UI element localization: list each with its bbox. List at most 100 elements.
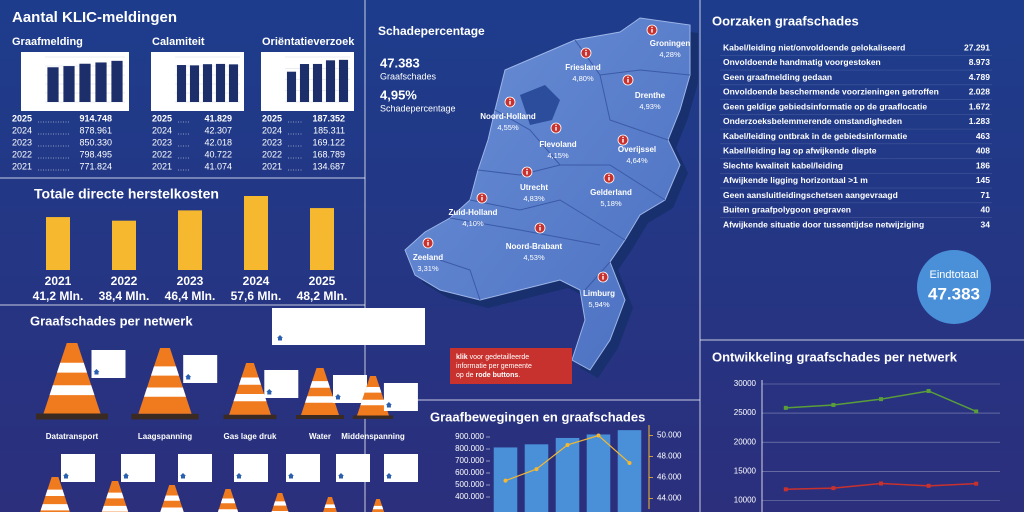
cone-stripe	[324, 504, 336, 509]
cone-stripe	[40, 504, 70, 511]
bar	[111, 60, 123, 102]
cause-value: 408	[976, 146, 990, 156]
y-tick-label: 20000	[162, 81, 174, 86]
total-value: 47.383	[928, 284, 980, 303]
count: x 12.869	[186, 357, 212, 364]
count: x 4.132	[267, 372, 289, 379]
cone-stripe	[45, 489, 65, 496]
chart-title: Graafbewegingen en graafschades	[430, 409, 645, 424]
bar	[524, 444, 549, 512]
map-water	[520, 85, 560, 125]
list-year: 2025	[152, 113, 172, 123]
cause-value: 40	[981, 205, 991, 215]
info-glyph	[651, 26, 653, 29]
cause-label: Geen aansluitleidingschetsen aangevraagd	[723, 190, 898, 200]
section-title: Aantal KLIC-meldingen	[12, 9, 177, 26]
cone-stripe	[106, 492, 124, 499]
connections: 41	[394, 402, 402, 409]
bar	[617, 430, 642, 512]
province-name: Gelderland	[590, 188, 632, 197]
house-icon	[266, 389, 273, 395]
x-tick-label: 2025	[112, 104, 123, 109]
connections: 4	[296, 473, 300, 480]
info-glyph	[585, 52, 587, 56]
province-name: Drenthe	[635, 91, 666, 100]
cone-base	[296, 415, 344, 419]
cost: € 870	[336, 385, 353, 392]
info-glyph	[509, 98, 511, 101]
info-glyph	[608, 174, 610, 177]
line-point	[503, 478, 508, 483]
y-tick-label: 50000	[162, 54, 174, 59]
cause-value: 145	[976, 175, 990, 185]
cause-value: 27.291	[964, 42, 990, 52]
list-value: 42.018	[204, 137, 232, 147]
cause-label: Onderzoeksbelemmerende omstandigheden	[723, 116, 902, 126]
cone	[43, 343, 101, 414]
line-point	[926, 483, 931, 488]
info-glyph	[627, 76, 629, 79]
x-tick-label: 2025	[338, 104, 349, 109]
cost: € 867	[267, 380, 284, 387]
note-segment: rode buttons	[475, 372, 518, 379]
list-year: 2022	[152, 149, 172, 159]
province-name: Groningen	[650, 39, 691, 48]
legend-label: gemiddelde directe herstelkosten	[288, 324, 399, 331]
value-label: 41,2 Mln.	[33, 289, 84, 303]
count: x 6	[339, 456, 348, 463]
line-point	[783, 405, 788, 410]
x-tick-label: 2023	[202, 104, 213, 109]
list-value: 41.829	[204, 113, 232, 123]
house-icon	[338, 473, 344, 479]
cause-label: Kabel/leiding lag op afwijkende diepte	[723, 146, 877, 156]
y-tick-label: 0	[41, 99, 44, 104]
x-tick-label: 2025	[309, 274, 336, 288]
list-value: 771.824	[79, 161, 112, 171]
y-tick-label: 30000	[162, 72, 174, 77]
x-tick-label: 2022	[111, 274, 138, 288]
bar	[176, 65, 187, 102]
cone-stripe	[273, 501, 287, 506]
cost: € 1.167	[124, 464, 146, 471]
cone-base	[223, 414, 277, 420]
cause-label: Afwijkende ligging horizontaal >1 m	[723, 175, 868, 185]
chart-title: Oriëntatieverzoek	[262, 36, 355, 48]
x-tick-label: 2024	[215, 104, 226, 109]
connections: 1	[394, 473, 398, 480]
cause-label: Geen graafmelding gedaan	[723, 72, 832, 82]
province-name: Friesland	[565, 63, 601, 72]
bar	[338, 59, 349, 102]
cone-stripe	[364, 387, 382, 393]
cause-value: 1.283	[969, 116, 991, 126]
list-value: 187.352	[312, 113, 345, 123]
province-name: Zuid-Holland	[449, 208, 498, 217]
cause-label: Geen geldige gebiedsinformatie op de gra…	[723, 101, 927, 111]
line-point	[879, 481, 883, 486]
y-tick-label: 200000	[30, 90, 44, 95]
list-year: 2025	[12, 113, 32, 123]
connections: 16.615	[102, 369, 122, 376]
map-land	[404, 17, 691, 371]
connections: 15	[188, 473, 196, 480]
bar	[95, 62, 107, 102]
x-tick-label: 2021	[286, 104, 297, 109]
y-tick-label: 800000	[30, 63, 44, 68]
x-tick-label: 2023	[177, 274, 204, 288]
list-value: 878.961	[79, 125, 112, 135]
info-glyph	[481, 197, 483, 201]
bar	[228, 64, 239, 102]
cone-stripe	[144, 387, 186, 397]
province-pct: 4,10%	[462, 219, 484, 228]
cause-label: Kabel/leiding ontbrak in de gebiedsinfor…	[723, 131, 907, 141]
network-name: Water	[309, 432, 331, 441]
province-name: Zeeland	[413, 253, 443, 262]
province-pct: 4,15%	[547, 151, 569, 160]
province-name: Noord-Holland	[480, 112, 536, 121]
x-tick-label: 2023	[312, 104, 323, 109]
count: x 4.079	[336, 377, 358, 384]
bar	[189, 65, 200, 102]
bar	[555, 437, 580, 512]
list-year: 2024	[262, 125, 282, 135]
province-name: Overijssel	[618, 145, 656, 154]
